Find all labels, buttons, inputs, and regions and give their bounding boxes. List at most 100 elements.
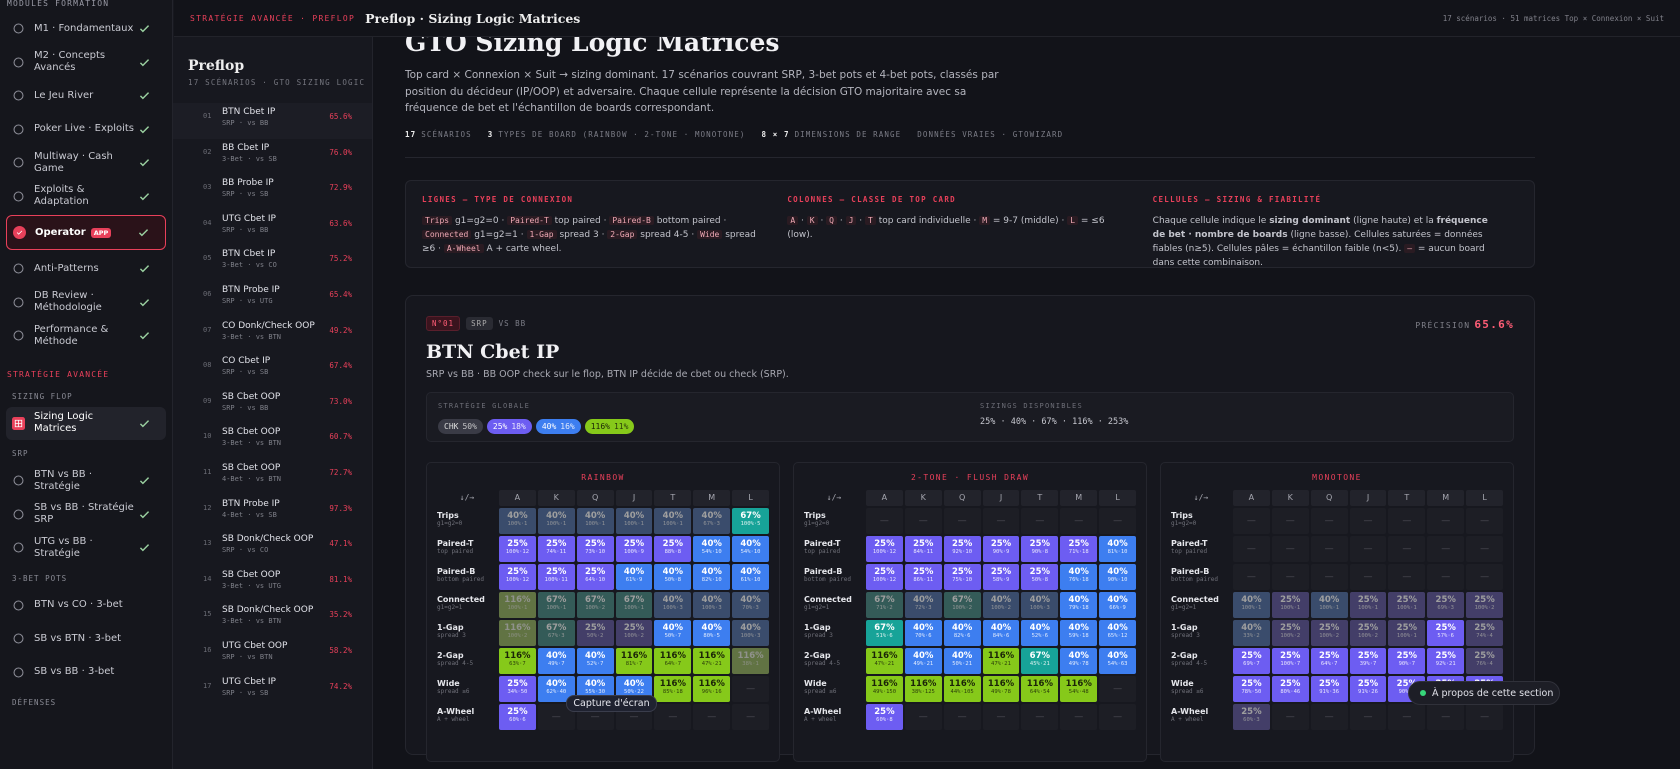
scenario-item[interactable]: 07 CO Donk/Check OOP 3-Bet · vs BTN 49.2%: [173, 317, 372, 353]
cell-frequency: 38%·1: [742, 660, 759, 667]
column-header: J: [615, 489, 653, 506]
nav-item[interactable]: Operator APP: [6, 215, 166, 250]
strategy-pill: 25% 18%: [486, 418, 532, 434]
scenario-item[interactable]: 14 SB Cbet OOP 3-Bet · vs UTG 81.1%: [173, 566, 372, 602]
matrix-cell: 40% 100%·1: [654, 507, 692, 534]
item-sub: 4-Bet · vs BTN: [222, 474, 282, 483]
cell-frequency: 100%·1: [662, 520, 683, 527]
row-label: Paired-B bottom paired: [437, 564, 497, 590]
cell-frequency: 51%·6: [876, 632, 893, 639]
item-text: UTG Cbet OOP SRP · vs BTN: [222, 637, 329, 661]
check: [139, 332, 150, 340]
nav-item[interactable]: M1 · Fondamentaux: [6, 12, 166, 46]
nav-item[interactable]: Anti-Patterns: [6, 252, 166, 286]
check: [139, 25, 150, 33]
cell-sizing: 67%: [546, 594, 567, 605]
cell-sizing: 25%: [1318, 650, 1340, 661]
nav-item[interactable]: M2 · Concepts Avancés: [6, 46, 166, 80]
item-sub: 3-Bet · vs BTN: [222, 617, 282, 626]
cell-frequency: 84%·11: [913, 548, 934, 555]
matrix-cell: 116% 85%·18: [654, 675, 692, 702]
nav-item[interactable]: Poker Live · Exploits: [6, 113, 166, 147]
matrix-grid: ↓/→ A K Q J T M L Trips g1=g2=0 40% 100%·1 40% 100%·1…: [437, 489, 769, 730]
item-title: SB Cbet OOP: [222, 427, 281, 438]
matrix-cell: 116% 44%·105: [943, 675, 981, 702]
pill-frequency: 18%: [511, 421, 526, 431]
nav-item[interactable]: Le Jeu River: [6, 79, 166, 113]
matrix-cell: 40% 100%·1: [615, 507, 653, 534]
legend-column: COLONNES — CLASSE DE TOP CARD A · K · Q ·…: [787, 195, 1152, 253]
scenario-title: BTN Cbet IP: [426, 340, 560, 363]
nav-item[interactable]: SB vs BB · Stratégie SRP: [6, 498, 166, 532]
scenario-item[interactable]: 09 SB Cbet OOP SRP · vs BB 73.0%: [173, 388, 372, 424]
cell-frequency: 69%·7: [1243, 660, 1260, 667]
cell-sizing: 40%: [662, 594, 684, 605]
cell-frequency: 33%·2: [1243, 632, 1260, 639]
cell-sizing: 40%: [1241, 622, 1262, 633]
nav-item[interactable]: BTN vs CO · 3-bet: [6, 589, 166, 623]
row-name: Trips: [437, 510, 459, 520]
item-title: UTG Cbet IP: [222, 676, 276, 687]
cell-frequency: 82%·6: [953, 632, 971, 639]
about-button[interactable]: À propos de cette section: [1408, 681, 1560, 705]
empty-cell: —: [866, 507, 903, 534]
empty-cell: —: [1466, 563, 1503, 590]
nav-item[interactable]: SB vs BB · 3-bet: [6, 656, 166, 690]
row-sub: spread 4-5: [437, 659, 474, 667]
stat: 3 TYPES DE BOARD (RAINBOW · 2-TONE · MONO…: [488, 130, 746, 139]
matrix-cell: 116% 38%·125: [904, 675, 942, 702]
nav-item[interactable]: Multiway · Cash Game: [6, 146, 166, 180]
scenario-item[interactable]: 12 BTN Probe IP 4-Bet · vs SB 97.3%: [173, 495, 372, 531]
nav-item[interactable]: SB vs BTN · 3-bet: [6, 622, 166, 656]
nav-item[interactable]: DB Review · Méthodologie: [6, 286, 166, 320]
matrix-cell: 40% 61%·10: [732, 563, 769, 590]
scenario-item[interactable]: 08 CO Cbet IP SRP · vs SB 67.4%: [173, 352, 372, 388]
strategy-pill: CHK 50%: [438, 418, 483, 434]
nav-label: SB vs BB · 3-bet: [34, 666, 115, 678]
nav-item[interactable]: BTN vs BB · Stratégie: [6, 464, 166, 498]
matrix-cell: 116% 81%·7: [615, 647, 653, 674]
row-label: 1-Gap spread 3: [437, 620, 497, 646]
cell-frequency: 45%·21: [1029, 660, 1050, 667]
scenario-item[interactable]: 11 SB Cbet OOP 4-Bet · vs BTN 72.7%: [173, 459, 372, 495]
scenario-item[interactable]: 04 UTG Cbet IP SRP · vs BB 63.6%: [173, 210, 372, 246]
capture-button[interactable]: Capture d'écran: [566, 695, 657, 712]
item-title: BTN Cbet IP: [222, 249, 276, 260]
scenario-item[interactable]: 01 BTN Cbet IP SRP · vs BB 65.6%: [173, 103, 372, 139]
nav-item[interactable]: Performance & Méthode: [6, 319, 166, 353]
matrix-cell: 25% 100%·1: [1388, 619, 1426, 646]
matrix-cell: 25% 100%·2: [615, 619, 653, 646]
item-text: BB Probe IP SRP · vs SB: [222, 174, 329, 198]
empty-cell: —: [1021, 507, 1059, 534]
matrix-cell: 25% 100%·12: [866, 563, 903, 590]
scenario-item[interactable]: 13 SB Donk/Check OOP SRP · vs CO 47.1%: [173, 530, 372, 566]
matrix-cell: 67% 100%·2: [576, 591, 614, 618]
cell-frequency: 74%·11: [546, 548, 567, 555]
scenario-item[interactable]: 15 SB Donk/Check OOP 3-Bet · vs BTN 35.2%: [173, 601, 372, 637]
nav-item[interactable]: Exploits & Adaptation: [6, 180, 166, 214]
cell-frequency: 75%·10: [952, 576, 973, 583]
cell-frequency: 90%·9: [992, 548, 1010, 555]
cell-sizing: 40%: [1107, 594, 1128, 605]
column-header: K: [537, 489, 575, 506]
cell-sizing: 40%: [990, 622, 1012, 633]
row-sub: spread ≥6: [1171, 687, 1204, 695]
matrix-cell: 25% 64%·7: [1310, 647, 1348, 674]
cell-sizing: 25%: [546, 538, 567, 549]
nav-item[interactable]: UTG vs BB · Stratégie: [6, 531, 166, 565]
cell-sizing: 25%: [1357, 594, 1379, 605]
cell-frequency: 100%·9: [624, 548, 644, 555]
matrix-cell: 116% 47%·21: [982, 647, 1020, 674]
scenario-item[interactable]: 05 BTN Cbet IP 3-Bet · vs CO 75.2%: [173, 245, 372, 281]
scenario-item[interactable]: 02 BB Cbet IP 3-Bet · vs SB 76.0%: [173, 139, 372, 175]
scenario-item[interactable]: 17 UTG Cbet IP SRP · vs SB 74.2%: [173, 673, 372, 709]
matrix-cell: 67% 67%·3: [537, 619, 575, 646]
scenario-item[interactable]: 03 BB Probe IP SRP · vs SB 72.9%: [173, 174, 372, 210]
scenario-item[interactable]: 06 BTN Probe IP SRP · vs UTG 65.4%: [173, 281, 372, 317]
empty-cell: —: [1060, 507, 1098, 534]
scenario-item[interactable]: 16 UTG Cbet OOP SRP · vs BTN 58.2%: [173, 637, 372, 673]
scenario-item[interactable]: 10 SB Cbet OOP 3-Bet · vs BTN 60.7%: [173, 423, 372, 459]
nav-item[interactable]: Sizing Logic Matrices: [6, 406, 166, 440]
column-header: T: [1021, 489, 1059, 506]
main: GTO Sizing Logic Matrices Top card × Con…: [405, 0, 1535, 762]
